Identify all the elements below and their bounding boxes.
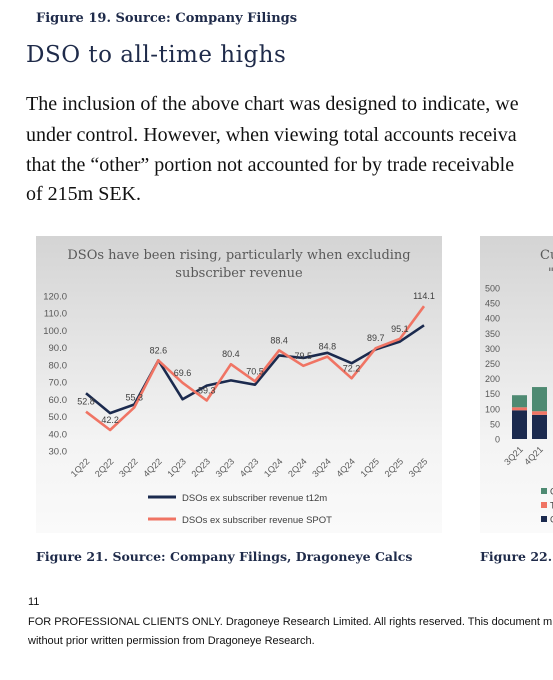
footer-disclaimer-line-1: FOR PROFESSIONAL CLIENTS ONLY. Dragoneye… — [28, 616, 553, 628]
data-label: 89.7 — [367, 333, 385, 343]
x-tick-label: 1Q24 — [262, 456, 285, 479]
data-label: 70.5 — [246, 366, 264, 376]
legend-label-spot: DSOs ex subscriber revenue SPOT — [182, 515, 332, 526]
figure-22-caption: Figure 22. S — [480, 549, 553, 564]
series-lines — [85, 305, 426, 432]
paragraph-line-3: that the “other” portion not accounted f… — [26, 154, 515, 176]
x-tick-label: 4Q24 — [334, 456, 357, 479]
data-label: 80.4 — [222, 349, 240, 359]
data-label: 95.1 — [391, 324, 409, 334]
dso-line-chart: DSOs have been rising, particularly when… — [43, 248, 435, 526]
y-tick-label: 350 — [485, 329, 500, 339]
y-tick-label: 30.0 — [49, 447, 68, 458]
x-tick-label: 4Q23 — [238, 456, 261, 479]
bar-segment — [512, 395, 527, 408]
y-tick-label: 50 — [490, 419, 500, 429]
bar-segment — [532, 387, 547, 412]
y-tick-label: 90.0 — [49, 343, 68, 354]
series-line-spot — [85, 305, 426, 432]
legend-swatch — [541, 488, 547, 494]
bar-segment — [512, 410, 527, 439]
data-label: 69.6 — [174, 368, 192, 378]
y-tick-label: 110.0 — [44, 309, 67, 320]
y-tick-label: 250 — [485, 359, 500, 369]
x-tick-label: 4Q22 — [141, 456, 164, 479]
chart-title-line-2: subscriber revenue — [175, 266, 303, 281]
data-label: 42.2 — [101, 415, 119, 425]
y-tick-label: 500 — [485, 284, 500, 294]
x-tick-label: 2Q23 — [189, 456, 212, 479]
legend-label: C — [550, 515, 553, 525]
y-tick-label: 60.0 — [49, 395, 68, 406]
chart2-title-line-2: " — [548, 266, 553, 281]
data-labels: 52.8 42.2 55.3 82.6 69.6 59.3 80.4 70.5 88.4 79.5… — [77, 291, 435, 425]
y-tick-label: 0 — [495, 435, 500, 445]
chart2-legend: CTC — [541, 487, 553, 525]
section-heading: DSO to all-time highs — [26, 42, 287, 68]
footer-disclaimer-line-2: without prior written permission from Dr… — [28, 635, 315, 647]
bar-segment — [512, 407, 527, 411]
x-axis-ticks: 1Q22 2Q22 3Q22 4Q22 1Q23 2Q23 3Q23 4Q23 1Q24 2Q24… — [69, 456, 430, 479]
y-tick-label: 100 — [485, 404, 500, 414]
data-label: 79.5 — [295, 351, 313, 361]
paragraph-line-1: The inclusion of the above chart was des… — [26, 93, 519, 115]
bar-segment — [532, 411, 547, 415]
x-tick-label: 3Q23 — [214, 456, 237, 479]
legend-label: T — [550, 501, 553, 511]
y-tick-label: 40.0 — [49, 429, 68, 440]
x-tick-label: 3Q22 — [117, 456, 140, 479]
x-tick-label: 1Q22 — [69, 456, 92, 479]
x-tick-label: 3Q21 — [502, 444, 525, 467]
data-label: 72.2 — [343, 363, 361, 373]
y-tick-label: 200 — [485, 374, 500, 384]
x-tick-label: 4Q21 — [522, 444, 545, 467]
x-tick-label: 3Q25 — [407, 456, 430, 479]
chart2-title: Cu — [540, 248, 553, 263]
data-label: 84.8 — [319, 342, 337, 352]
y-tick-label: 300 — [485, 344, 500, 354]
data-label: 55.3 — [126, 392, 144, 402]
legend-swatch — [541, 516, 547, 522]
x-tick-label: 2Q25 — [383, 456, 406, 479]
x-tick-label: 1Q23 — [165, 456, 188, 479]
page-number: 11 — [28, 596, 40, 608]
figure-19-label: Figure 19. Source: Company Filings — [36, 11, 298, 26]
legend-label-t12m: DSOs ex subscriber revenue t12m — [182, 493, 327, 504]
y-tick-label: 70.0 — [49, 378, 68, 389]
y-tick-label: 400 — [485, 314, 500, 324]
x-tick-label: 3Q24 — [310, 456, 333, 479]
data-label: 88.4 — [270, 335, 288, 345]
y-tick-label: 150 — [485, 389, 500, 399]
figure-21-caption: Figure 21. Source: Company Filings, Drag… — [36, 549, 413, 564]
y-tick-label: 50.0 — [49, 412, 68, 423]
y-axis-ticks: 120.0 110.0 100.0 90.0 80.0 70.0 60.0 50.0 40.0 3… — [43, 292, 67, 458]
y-tick-label: 100.0 — [43, 326, 67, 337]
y-tick-label: 450 — [485, 299, 500, 309]
bar-segment — [532, 414, 547, 439]
data-label: 52.8 — [77, 397, 95, 407]
x-tick-label: 2Q24 — [286, 456, 309, 479]
chart2-bars — [512, 387, 547, 439]
legend-swatch — [541, 502, 547, 508]
data-label: 82.6 — [150, 345, 168, 355]
paragraph-line-4: of 215m SEK. — [26, 183, 141, 205]
x-tick-label: 2Q22 — [93, 456, 116, 479]
legend-label: C — [550, 487, 553, 497]
paragraph-line-2: under control. However, when viewing tot… — [26, 124, 517, 146]
y-tick-label: 80.0 — [49, 360, 68, 371]
dso-chart-panel: DSOs have been rising, particularly when… — [36, 236, 442, 533]
chart-title-line-1: DSOs have been rising, particularly when… — [67, 248, 410, 263]
x-tick-label: 1Q25 — [358, 456, 381, 479]
data-label: 114.1 — [413, 291, 435, 301]
chart-legend: DSOs ex subscriber revenue t12m DSOs ex … — [148, 493, 332, 526]
data-label: 59.3 — [198, 386, 216, 396]
y-tick-label: 120.0 — [43, 292, 67, 303]
